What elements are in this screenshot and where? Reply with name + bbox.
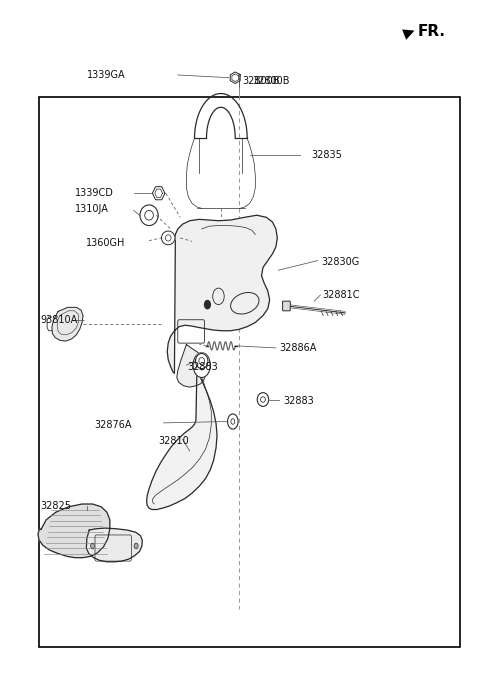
Polygon shape bbox=[86, 528, 143, 562]
Ellipse shape bbox=[140, 205, 158, 225]
Ellipse shape bbox=[161, 231, 175, 245]
Polygon shape bbox=[147, 369, 217, 510]
Text: 32810: 32810 bbox=[158, 435, 190, 446]
Text: FR.: FR. bbox=[418, 24, 446, 39]
Circle shape bbox=[193, 353, 210, 378]
Ellipse shape bbox=[257, 393, 269, 407]
Bar bbox=[39, 97, 460, 647]
Text: 32881C: 32881C bbox=[323, 290, 360, 300]
Text: 32830G: 32830G bbox=[322, 257, 360, 267]
Text: 32883: 32883 bbox=[187, 362, 218, 371]
Text: 1339CD: 1339CD bbox=[75, 188, 114, 198]
Text: 1339GA: 1339GA bbox=[86, 70, 125, 80]
Text: 93810A: 93810A bbox=[40, 316, 77, 325]
Text: 32825: 32825 bbox=[40, 501, 71, 511]
Polygon shape bbox=[52, 307, 83, 341]
Ellipse shape bbox=[195, 353, 208, 369]
Circle shape bbox=[204, 300, 210, 309]
Text: 32800B: 32800B bbox=[242, 76, 280, 86]
Text: 32876A: 32876A bbox=[94, 420, 132, 430]
Polygon shape bbox=[177, 344, 206, 387]
Text: 32883: 32883 bbox=[283, 396, 314, 406]
Text: 1310JA: 1310JA bbox=[75, 204, 109, 214]
Polygon shape bbox=[38, 504, 110, 557]
Circle shape bbox=[228, 414, 238, 429]
Text: 32886A: 32886A bbox=[279, 343, 317, 353]
Circle shape bbox=[91, 543, 95, 548]
Text: 32800B: 32800B bbox=[252, 76, 289, 86]
Text: 32835: 32835 bbox=[312, 150, 343, 161]
Polygon shape bbox=[167, 215, 277, 373]
FancyBboxPatch shape bbox=[283, 301, 290, 311]
Text: 1360GH: 1360GH bbox=[86, 238, 125, 249]
Circle shape bbox=[134, 543, 138, 548]
